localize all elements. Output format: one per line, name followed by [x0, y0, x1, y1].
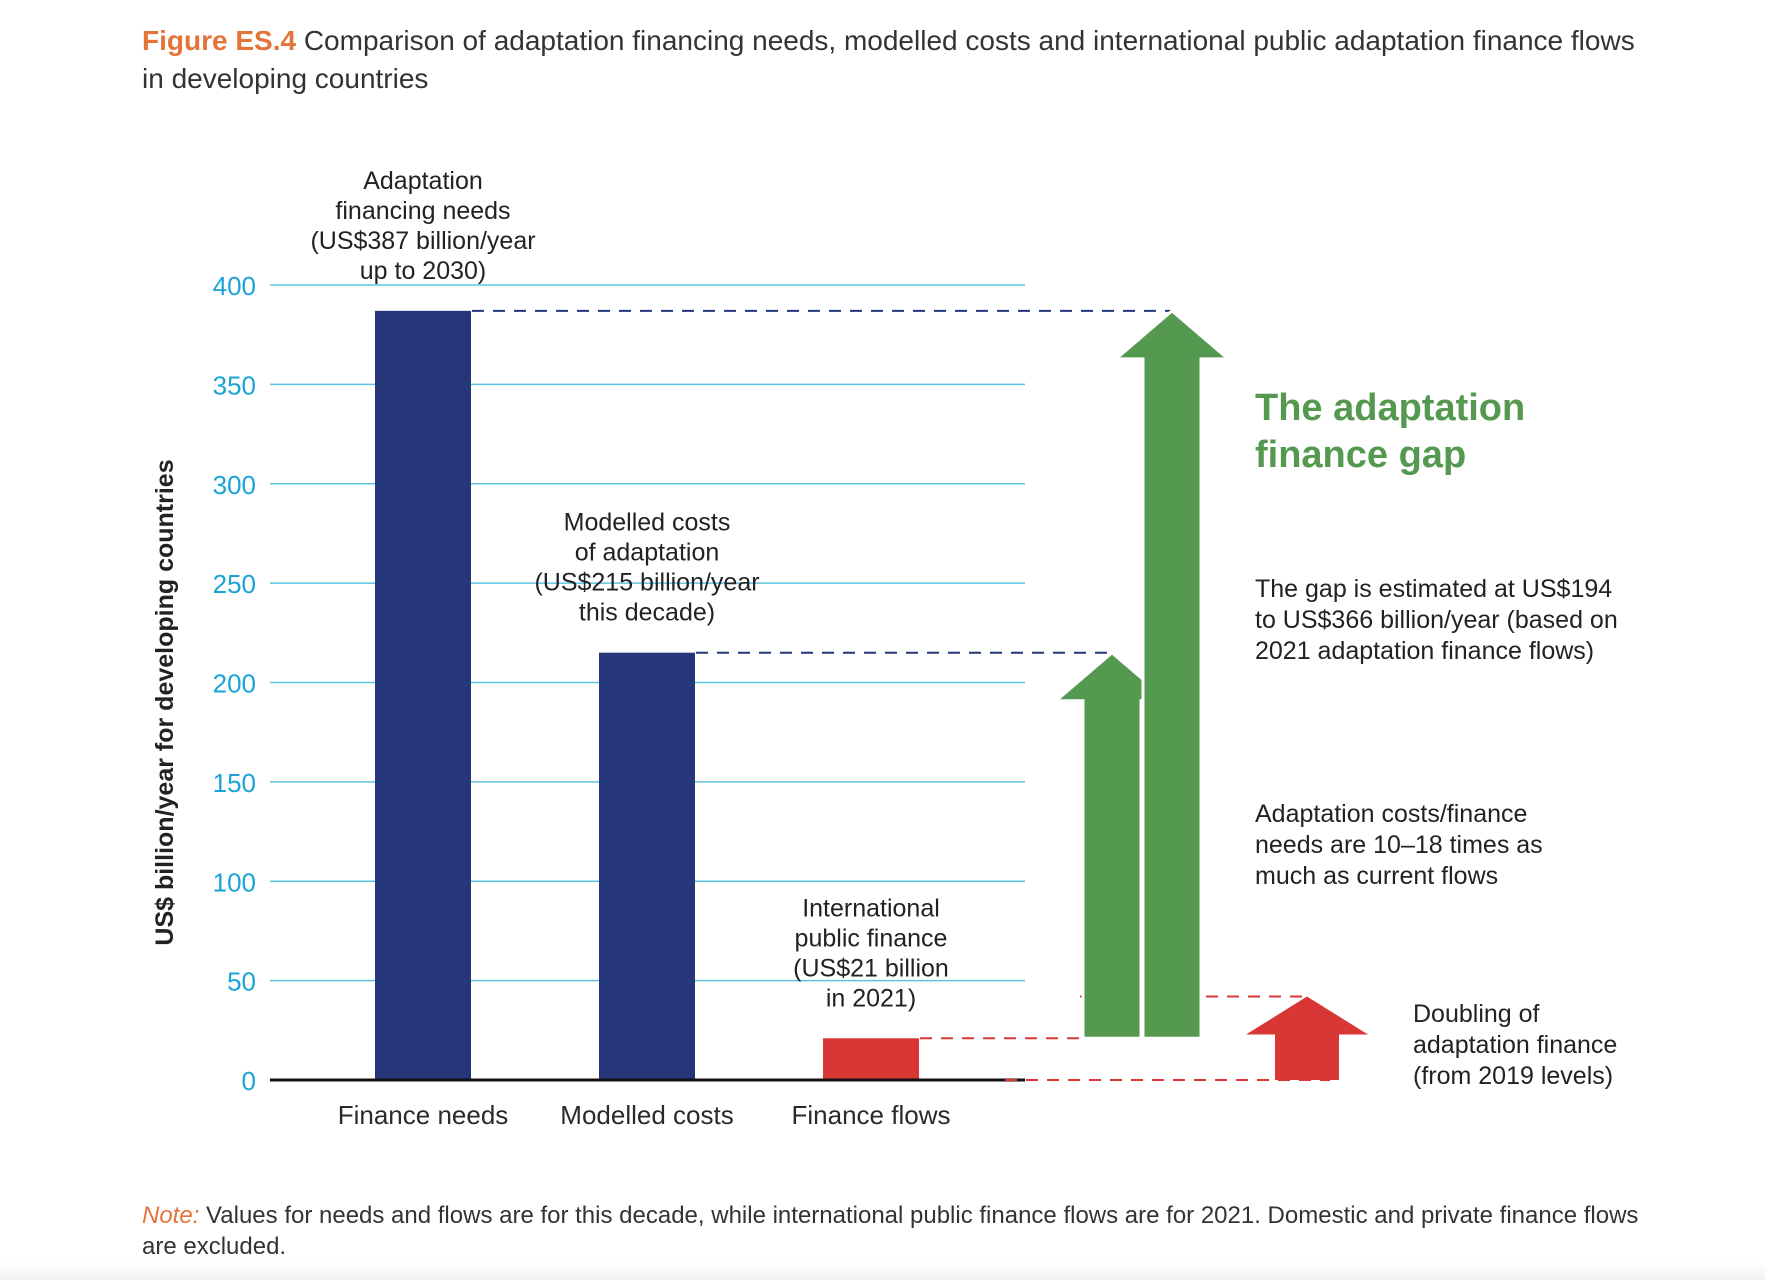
gap-title-annotation: The adaptation	[1255, 387, 1525, 429]
y-tick-label: 350	[213, 370, 256, 400]
bar-data-label: up to 2030)	[360, 257, 487, 285]
x-tick-label: Finance needs	[338, 1100, 509, 1130]
figure-title-text: Comparison of adaptation financing needs…	[142, 25, 1635, 94]
bar-data-label: International	[802, 894, 940, 922]
figure-note: Note: Values for needs and flows are for…	[142, 1200, 1642, 1262]
bar-data-label: Adaptation	[363, 167, 483, 195]
bar-finance-needs	[375, 310, 471, 1080]
doubling-annotation: (from 2019 levels)	[1413, 1062, 1613, 1090]
bar-data-label: this decade)	[579, 599, 715, 627]
bar-data-label: of adaptation	[575, 539, 720, 567]
bar-data-label: financing needs	[335, 197, 510, 225]
note-text: Values for needs and flows are for this …	[142, 1202, 1639, 1260]
bar-data-label: (US$215 billion/year	[534, 569, 759, 597]
y-tick-label: 0	[242, 1066, 256, 1096]
bar-data-label: (US$387 billion/year	[310, 227, 535, 255]
ratio-annotation: much as current flows	[1255, 862, 1498, 890]
bar-data-label: in 2021)	[826, 984, 916, 1012]
y-tick-label: 50	[227, 967, 256, 997]
page-bottom-edge	[0, 1262, 1765, 1280]
bar-data-label: public finance	[795, 924, 948, 952]
gap-arrow-low	[1051, 650, 1173, 1040]
y-tick-label: 300	[213, 470, 256, 500]
bar-data-label: Modelled costs	[564, 509, 731, 537]
note-label: Note:	[142, 1202, 200, 1229]
x-tick-label: Finance flows	[792, 1100, 951, 1130]
y-tick-label: 200	[213, 669, 256, 699]
doubling-annotation: adaptation finance	[1413, 1031, 1617, 1059]
bar-data-label: (US$21 billion	[793, 954, 949, 982]
adaptation-finance-chart: 0 50 100 150 200 250 300 350 400 US$ billion/year…	[151, 167, 1618, 1130]
y-tick-label: 100	[213, 867, 256, 897]
ratio-annotation: needs are 10–18 times as	[1255, 831, 1543, 859]
y-tick-label: 150	[213, 768, 256, 798]
bar-finance-flows	[823, 1038, 919, 1080]
y-axis-label: US$ billion/year for developing countrie…	[151, 459, 179, 945]
gap-estimate-annotation: 2021 adaptation finance flows)	[1255, 637, 1594, 665]
doubling-annotation: Doubling of	[1413, 1000, 1540, 1028]
gap-estimate-annotation: The gap is estimated at US$194	[1255, 575, 1612, 603]
ratio-annotation: Adaptation costs/finance	[1255, 800, 1527, 828]
y-tick-label: 400	[213, 271, 256, 301]
gap-arrow-high	[1111, 308, 1233, 1040]
x-tick-label: Modelled costs	[560, 1100, 733, 1130]
figure-title: Figure ES.4 Comparison of adaptation fin…	[142, 22, 1642, 98]
gap-estimate-annotation: to US$366 billion/year (based on	[1255, 606, 1618, 634]
figure-label: Figure ES.4	[142, 25, 297, 56]
bar-modelled-costs	[599, 652, 695, 1080]
gap-title-annotation: finance gap	[1255, 434, 1466, 476]
y-tick-label: 250	[213, 569, 256, 599]
doubling-arrow	[1246, 996, 1368, 1080]
